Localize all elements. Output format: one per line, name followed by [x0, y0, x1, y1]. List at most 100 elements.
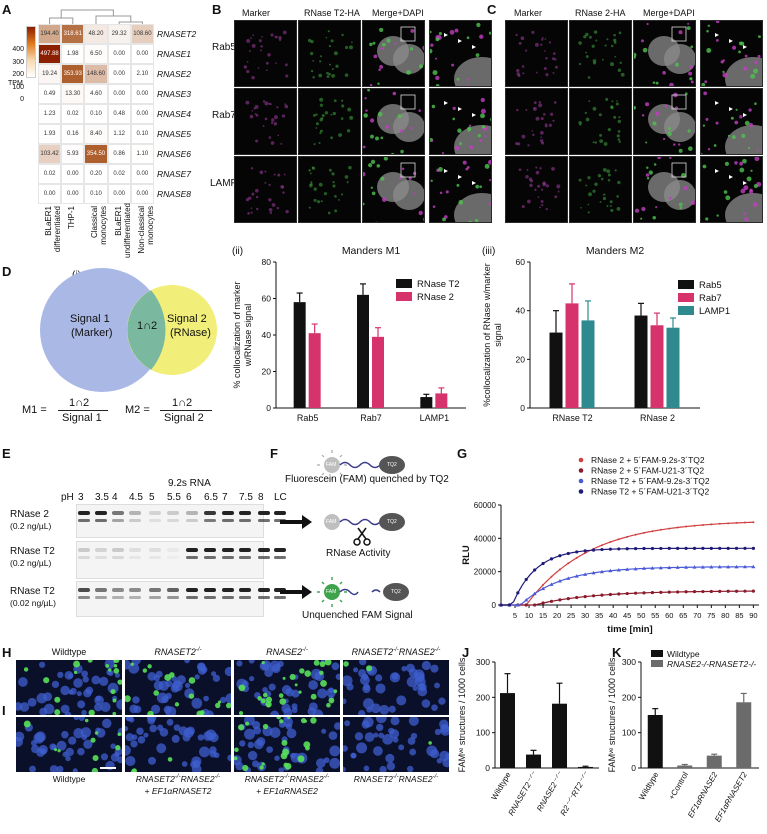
gel-lane-label: 3.5: [95, 492, 109, 503]
micro-image: [308, 165, 352, 215]
cell-nucleus: [235, 762, 244, 771]
scissors-icon: [353, 527, 371, 546]
heatmap-legend: 400 300 200 100 0 TPM: [2, 22, 38, 103]
signal-dot: [585, 184, 588, 187]
heatmap-cell: 103.42: [38, 144, 62, 164]
cell-nucleus: [401, 665, 407, 672]
vesicle-dot: [474, 218, 479, 222]
panel-b-image-merge: [362, 156, 425, 223]
signal-dot: [284, 104, 289, 109]
vesicle-dot: [363, 145, 366, 149]
fam-label-2: FAM: [326, 519, 337, 525]
heatmap-grid: 194.40 318.61 48.20 29.32 108.60 497.88 1.98 6.…: [38, 24, 154, 204]
series-marker: [633, 566, 638, 571]
chart-fam-kinetics: 0 20000 40000 60000 5 10 15 20 25 30 35 40 45 50 55 60 6…: [461, 455, 759, 635]
heatmap-cell: 0.00: [107, 84, 131, 104]
vesicle-dot: [739, 115, 743, 119]
venn-intersection: [127, 290, 166, 370]
heatmap-cell: 0.00: [61, 184, 85, 204]
fam-signal: [283, 762, 288, 768]
fam-signal: [188, 677, 196, 684]
gel-band: [95, 519, 107, 522]
cell-nucleus: [227, 754, 231, 762]
cell-nucleus: [412, 685, 418, 691]
gel-lane-label: 8: [258, 492, 264, 503]
signal-dot: [349, 115, 354, 120]
cell-nucleus: [331, 662, 340, 671]
cell-nucleus: [419, 683, 427, 691]
signal-dot: [587, 211, 590, 214]
legend-label: RNase 2 + 5´FAM-U21-3´TQ2: [591, 466, 704, 476]
cell-nucleus: [366, 706, 373, 713]
panel-b-image-merge: [362, 88, 425, 155]
fam-signal: [313, 660, 320, 666]
fam-signal: [142, 668, 148, 673]
y-tick-label: 0: [520, 403, 525, 413]
legend-swatch: [678, 293, 694, 302]
gel-row-name: RNase T2: [10, 546, 55, 557]
vesicle-dot: [480, 108, 486, 114]
arrowhead-icon: [743, 113, 747, 117]
vesicle-dot: [391, 152, 395, 154]
signal-dot: [617, 68, 622, 72]
signal-dot: [592, 189, 596, 193]
vesicle-dot: [725, 195, 731, 201]
series-marker: [693, 524, 696, 527]
cell-nucleus: [153, 674, 160, 682]
series-marker: [541, 561, 545, 566]
x-tick-label: Wildtype: [637, 770, 660, 802]
fam-signal: [73, 660, 81, 668]
series-marker: [701, 546, 705, 550]
cell-nucleus: [73, 717, 80, 721]
vesicle-dot: [707, 24, 711, 27]
hi-bottom-label: RNASET2-/-RNASE2-/-: [135, 774, 221, 784]
gel-band: [186, 519, 198, 522]
legend-tick: 0: [20, 96, 24, 103]
heatmap-gene-label: RNASET2: [157, 29, 197, 39]
arrowhead-icon: [458, 175, 462, 179]
nucleus: [454, 125, 491, 154]
signal-dot: [346, 129, 351, 133]
bar: [578, 766, 593, 768]
signal-dot: [331, 172, 335, 176]
signal-dot: [534, 188, 537, 191]
bar: [526, 754, 541, 768]
signal-dot: [610, 106, 614, 110]
panel-i-image: [234, 717, 340, 772]
m1-denominator: Signal 1: [62, 412, 102, 424]
legend-tick: 300: [12, 58, 24, 66]
series-marker: [591, 548, 596, 552]
vesicle-dot: [707, 148, 711, 151]
series-marker: [734, 546, 739, 550]
cell-nucleus: [378, 732, 385, 739]
fam-signal: [324, 660, 332, 666]
x-tick-label: 25: [567, 611, 575, 620]
vesicle-dot: [377, 111, 383, 117]
panel-h-image: [125, 660, 231, 715]
series-marker: [659, 590, 663, 594]
series-marker: [583, 549, 587, 553]
y-label-line: w/RNase signal: [243, 304, 253, 368]
series-marker: [608, 568, 613, 573]
cell-nucleus: [442, 757, 449, 768]
fam-signal: [84, 718, 89, 723]
vesicle-dot: [364, 97, 367, 100]
cell-nucleus: [321, 728, 327, 734]
c-col-merge: Merge+DAPI: [643, 8, 695, 18]
vesicle-dot: [668, 127, 671, 130]
signal-dot: [252, 34, 255, 37]
heatmap-column-label: BLaER1 differentiated: [44, 206, 62, 253]
signal-dot: [313, 187, 317, 191]
vesicle-dot: [435, 83, 440, 86]
signal-dot: [344, 175, 349, 179]
cell-nucleus: [83, 689, 92, 698]
zoom-box: [400, 94, 416, 110]
gel-band: [274, 548, 286, 552]
micro-image: [578, 168, 621, 214]
vesicle-dot: [462, 160, 467, 165]
vesicle-dot: [744, 120, 750, 126]
series-marker: [574, 574, 579, 578]
cell-nucleus: [116, 699, 122, 710]
series-marker: [499, 603, 503, 607]
chart-title: Manders M2: [586, 245, 645, 257]
